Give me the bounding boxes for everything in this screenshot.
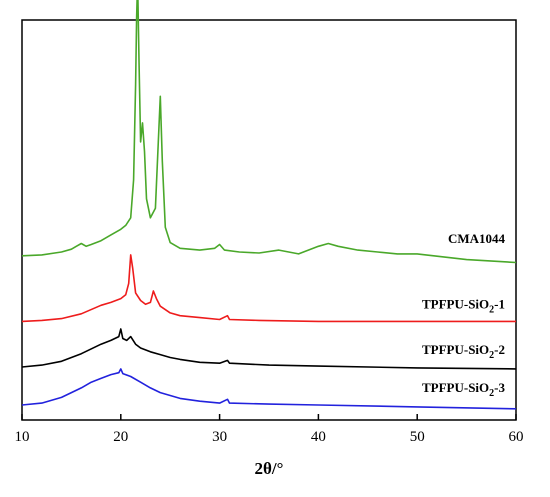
- series-line-3: [21, 368, 517, 410]
- plot-frame: [21, 19, 517, 421]
- series-line-0: [21, 0, 517, 264]
- series-label-1: TPFPU-SiO2-1: [422, 296, 505, 315]
- series-label-2: TPFPU-SiO2-2: [422, 342, 505, 361]
- x-axis-label: 2θ/°: [255, 459, 284, 478]
- x-tick-label: 10: [15, 429, 30, 445]
- series-label-3: TPFPU-SiO2-3: [422, 380, 506, 399]
- x-axis-ticks: 10 20 30 40 50 60: [15, 414, 524, 445]
- series-line-1: [21, 254, 516, 323]
- series-labels: CMA1044 TPFPU-SiO2-1 TPFPU-SiO2-2 TPFPU-SiO…: [422, 231, 506, 399]
- x-tick-label: 40: [311, 429, 326, 445]
- x-tick-label: 30: [212, 429, 227, 445]
- trace-group: [21, 0, 517, 410]
- series-line-2: [21, 328, 517, 370]
- x-tick-label: 60: [509, 429, 524, 445]
- x-tick-label: 50: [410, 429, 425, 445]
- series-label-0: CMA1044: [448, 231, 506, 246]
- x-tick-label: 20: [113, 429, 128, 445]
